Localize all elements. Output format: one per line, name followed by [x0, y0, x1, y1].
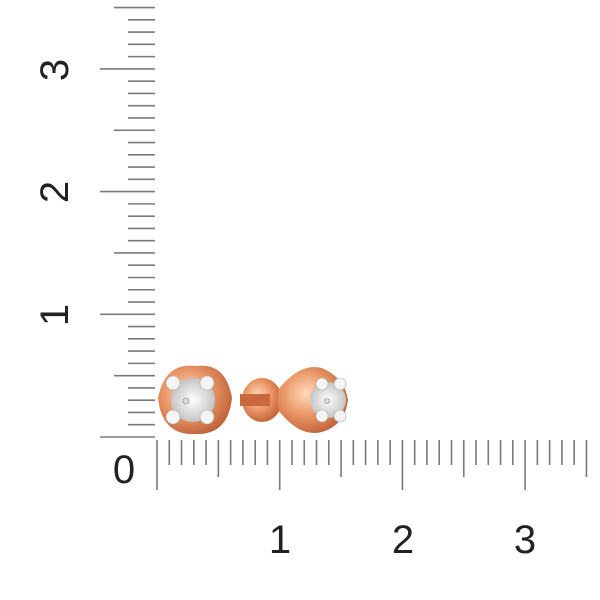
horizontal-label-2: 2 — [392, 518, 414, 562]
vertical-label-2: 2 — [33, 181, 77, 203]
origin-label: 0 — [113, 448, 135, 492]
horizontal-label-1: 1 — [269, 518, 291, 562]
horizontal-ruler — [156, 440, 588, 490]
vertical-label-3: 3 — [33, 59, 77, 81]
earring-side — [240, 366, 348, 434]
horizontal-label-3: 3 — [514, 518, 536, 562]
vertical-ruler — [100, 6, 155, 438]
vertical-label-1: 1 — [33, 304, 77, 326]
earring-front — [158, 365, 232, 435]
